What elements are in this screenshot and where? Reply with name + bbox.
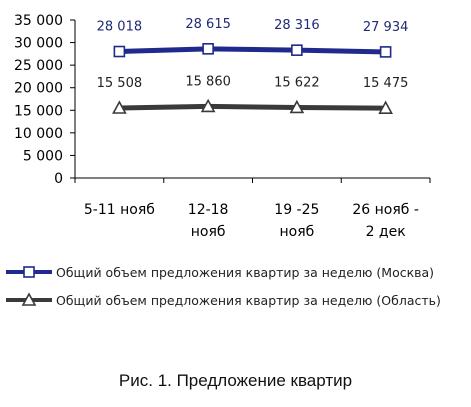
y-tick-label: 30 000 xyxy=(14,36,63,52)
y-tick-label: 0 xyxy=(54,171,63,187)
line-chart: 0 5 000 10 000 15 000 20 000 25 000 30 000 35 0… xyxy=(14,13,431,240)
x-tick-label: нояб xyxy=(191,224,226,240)
x-tick-label: 2 дек xyxy=(366,224,406,240)
chart-series: 28 018 28 615 28 316 27 934 15 508 15 860 15 6… xyxy=(97,17,409,114)
data-point-marker xyxy=(112,100,127,114)
chart-legend: Общий объем предложения квартир за недел… xyxy=(4,258,469,314)
y-tick-label: 35 000 xyxy=(14,13,63,29)
legend-marker-triangle-icon xyxy=(6,292,52,306)
data-point-marker xyxy=(378,100,393,114)
legend-label-moscow: Общий объем предложения квартир за недел… xyxy=(56,264,435,280)
data-label: 28 018 xyxy=(97,20,143,35)
y-tick-label: 5 000 xyxy=(23,148,63,164)
series-line-1 xyxy=(119,46,386,55)
data-point-marker xyxy=(289,99,305,114)
legend-marker-square-icon xyxy=(6,266,52,278)
data-point-marker xyxy=(291,44,303,56)
series-line-2 xyxy=(119,103,386,111)
y-tick-label: 20 000 xyxy=(14,81,63,97)
data-label: 27 934 xyxy=(363,20,409,35)
data-label: 15 860 xyxy=(185,74,231,89)
data-label: 28 615 xyxy=(185,17,231,32)
x-tick-label: 19 -25 xyxy=(274,202,319,218)
data-point-marker xyxy=(113,45,126,58)
y-tick-label: 25 000 xyxy=(14,58,63,74)
data-label: 28 316 xyxy=(274,18,320,33)
figure-caption: Рис. 1. Предложение квартир xyxy=(118,371,353,390)
data-point-marker xyxy=(200,98,216,113)
chart-axes: 0 5 000 10 000 15 000 20 000 25 000 30 000 35 0… xyxy=(14,13,431,240)
data-label: 15 622 xyxy=(274,75,320,90)
x-tick-label: 12-18 xyxy=(188,202,229,218)
y-tick-label: 10 000 xyxy=(14,126,63,142)
x-tick-label: 5-11 нояб xyxy=(84,202,155,218)
data-label: 15 508 xyxy=(97,76,143,91)
data-point-marker xyxy=(379,46,392,58)
legend-entry-oblast: Общий объем предложения квартир за недел… xyxy=(4,286,469,314)
legend-entry-moscow: Общий объем предложения квартир за недел… xyxy=(4,258,469,286)
data-label: 15 475 xyxy=(363,76,409,91)
x-tick-label: 26 нояб - xyxy=(352,202,419,218)
legend-label-oblast: Общий объем предложения квартир за недел… xyxy=(56,292,441,308)
y-tick-label: 15 000 xyxy=(14,103,63,119)
data-point-marker xyxy=(202,43,214,55)
x-tick-label: нояб xyxy=(279,224,314,240)
